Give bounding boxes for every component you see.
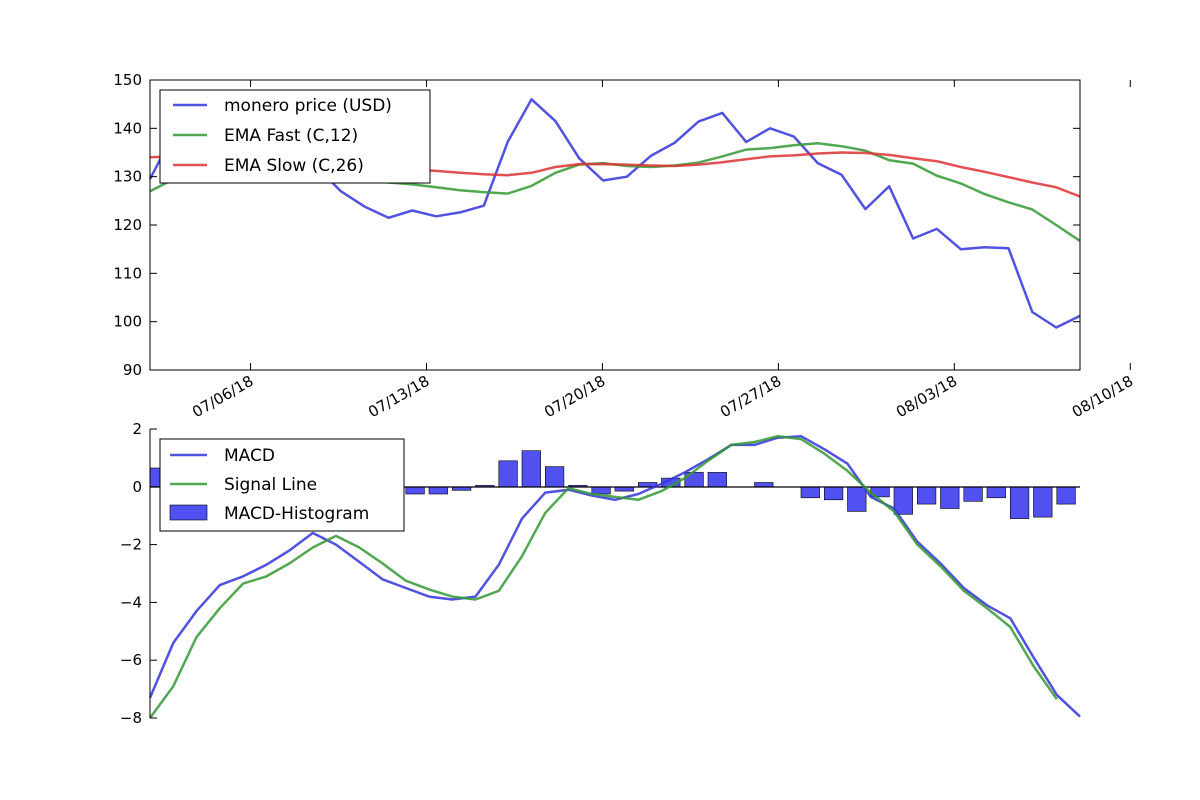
histogram-bar [986,486,1006,499]
histogram-bar [1056,486,1076,505]
histogram-bar [591,486,611,495]
macd-y-tick-label: 0 [132,478,142,496]
price-y-tick-label: 90 [123,361,142,379]
histogram-bar [1033,486,1053,518]
histogram-bar [847,486,867,512]
date-tick-label: 07/20/18 [541,372,608,421]
histogram-bar [498,460,518,488]
histogram-bar [823,486,844,501]
histogram-bar [521,450,541,488]
legend-label-ema-fast: EMA Fast (C,12) [224,126,358,146]
date-tick-label: 07/27/18 [717,372,784,421]
legend-label-price: monero price (USD) [224,96,392,116]
date-tick-label: 08/10/18 [1069,372,1136,421]
histogram-bar [707,472,727,488]
date-tick-label: 07/06/18 [189,372,256,421]
price-y-tick-label: 130 [113,168,142,186]
legend-swatch-histogram [169,504,208,521]
price-y-tick-label: 150 [113,71,142,89]
macd-y-tick-label: 2 [132,420,142,438]
date-tick-label: 07/13/18 [365,372,432,421]
histogram-bar [916,486,937,505]
macd-legend: MACD Signal Line MACD-Histogram [159,438,405,532]
histogram-bar [428,486,448,495]
price-legend: monero price (USD) EMA Fast (C,12) EMA S… [159,89,431,184]
histogram-bar [963,486,983,502]
price-ema-panel: 90 100 110 120 130 140 150 07/06/18 07/13/18 07/… [113,71,1136,421]
legend-label-signal: Signal Line [224,475,317,495]
histogram-bar [754,482,774,488]
legend-label-ema-slow: EMA Slow (C,26) [224,156,364,176]
macd-y-tick-label: −4 [120,593,142,611]
macd-panel: −8 −6 −4 −2 0 2 MACD Signal Line MACD-Histogr… [120,420,1081,727]
date-tick-label: 08/03/18 [893,372,960,421]
legend-label-histogram: MACD-Histogram [224,504,369,524]
price-y-tick-label: 110 [113,264,142,282]
histogram-bar [893,486,913,515]
histogram-bar [940,486,960,509]
legend-label-macd: MACD [224,446,275,466]
histogram-bar [800,486,820,499]
histogram-bar [544,466,565,488]
histogram-bar [1009,486,1030,519]
price-y-tick-label: 120 [113,216,142,234]
price-y-tick-label: 100 [113,313,142,331]
signal-line [148,434,1058,719]
histogram-bar [405,486,425,495]
price-y-tick-label: 140 [113,119,142,137]
macd-line [148,434,1081,718]
macd-y-tick-label: −8 [120,709,142,727]
macd-y-tick-label: −2 [120,536,142,554]
macd-y-tick-label: −6 [120,651,142,669]
